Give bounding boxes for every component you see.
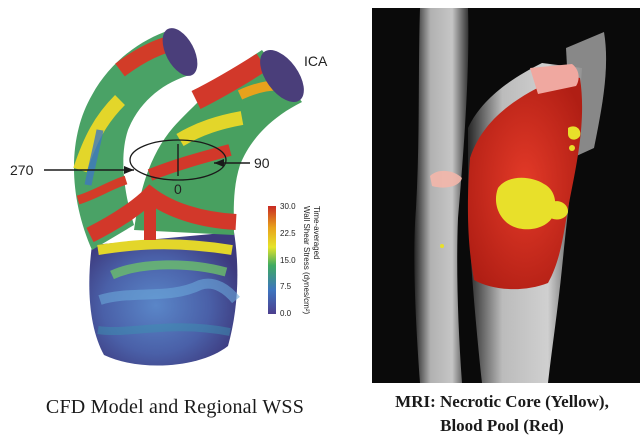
ica-label: ICA xyxy=(304,53,328,69)
colorbar-tick-22-5: 22.5 xyxy=(280,229,296,238)
internal-carotid-branch xyxy=(134,50,302,235)
mri-image xyxy=(372,8,640,383)
colorbar-title-line1: Time-averaged xyxy=(312,206,321,260)
colorbar-tick-30: 30.0 xyxy=(280,202,296,211)
colorbar-tick-0: 0.0 xyxy=(280,309,292,318)
colorbar-title-line2: Wall Shear Stress (dynes/cm²) xyxy=(302,206,311,315)
cross-section-outline xyxy=(129,139,227,181)
cfd-figure-panel: ICA 270 90 0 30.0 22.5 15.0 7.5 0.0 Time… xyxy=(10,28,328,366)
colorbar-tick-15: 15.0 xyxy=(280,256,296,265)
mri-caption: MRI: Necrotic Core (Yellow), Blood Pool … xyxy=(360,390,644,438)
necrotic-core-main xyxy=(495,177,556,230)
mri-caption-line2: Blood Pool (Red) xyxy=(440,416,564,435)
blood-pool-highlight xyxy=(530,64,579,94)
cfd-caption: CFD Model and Regional WSS xyxy=(45,396,305,418)
cfd-bifurcation-rendering: ICA 270 90 0 30.0 22.5 15.0 7.5 0.0 Time… xyxy=(10,28,328,366)
necrotic-core-small xyxy=(568,126,581,140)
mri-figure-panel xyxy=(372,8,640,437)
ica-lumen-opening xyxy=(260,49,304,103)
colorbar-tick-7-5: 7.5 xyxy=(280,282,292,291)
angle-0-label: 0 xyxy=(174,181,182,197)
mri-vessel-left xyxy=(414,8,469,383)
eca-lumen-opening xyxy=(162,28,198,76)
external-carotid-branch xyxy=(73,30,190,250)
wss-colorbar xyxy=(268,206,276,314)
mri-caption-line1: MRI: Necrotic Core (Yellow), xyxy=(395,392,609,411)
angle-270-label: 270 xyxy=(10,162,34,178)
angle-90-label: 90 xyxy=(254,155,270,171)
